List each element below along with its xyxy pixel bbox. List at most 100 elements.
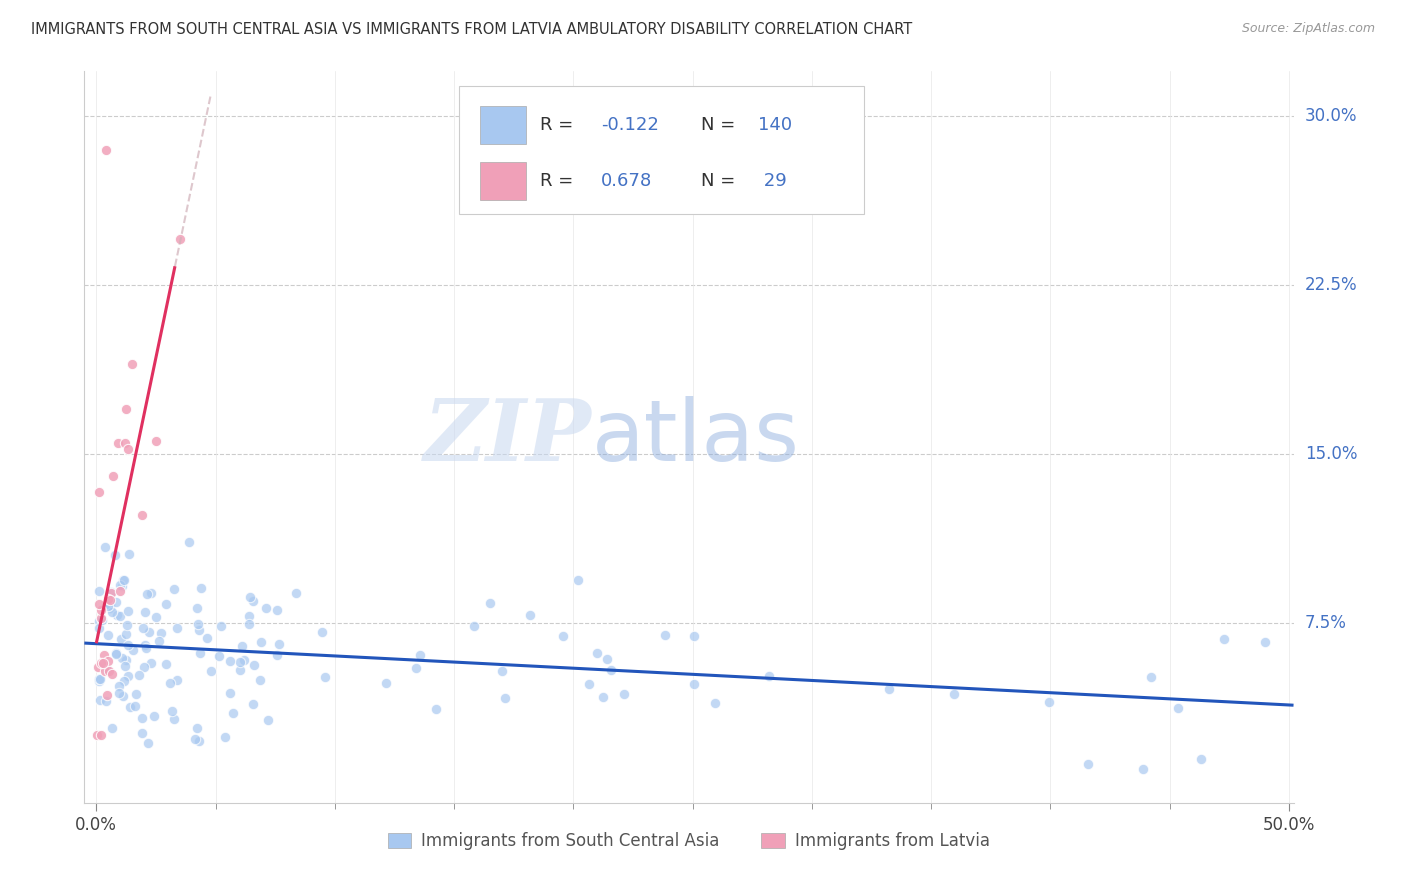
Point: [1189, 752, 1212, 766]
Point: [267, 637, 290, 651]
Point: [89, 672, 111, 686]
Point: [90, 728, 112, 742]
Text: 0.678: 0.678: [600, 172, 652, 190]
Point: [567, 573, 589, 587]
Point: [150, 626, 173, 640]
Point: [190, 581, 212, 595]
Point: [117, 668, 139, 682]
Point: [90, 657, 112, 671]
Point: [112, 573, 135, 587]
FancyBboxPatch shape: [460, 86, 865, 214]
Point: [155, 657, 177, 672]
Point: [101, 666, 124, 681]
Point: [105, 595, 128, 609]
Text: ZIP: ZIP: [425, 395, 592, 479]
Point: [120, 699, 142, 714]
Point: [114, 435, 136, 450]
Text: atlas: atlas: [592, 395, 800, 479]
Point: [121, 643, 143, 657]
Point: [145, 434, 167, 449]
Point: [613, 687, 636, 701]
Point: [266, 648, 288, 662]
Point: [90, 610, 112, 624]
Point: [494, 691, 516, 706]
Point: [188, 734, 211, 748]
Point: [101, 469, 124, 483]
Point: [1212, 632, 1234, 646]
Point: [229, 664, 252, 678]
Text: 140: 140: [758, 116, 792, 134]
Point: [214, 730, 236, 744]
Text: N =: N =: [702, 116, 741, 134]
Point: [100, 584, 122, 599]
Point: [89, 485, 111, 500]
Point: [155, 597, 177, 611]
Point: [188, 624, 211, 638]
Point: [131, 508, 153, 523]
Point: [97, 599, 120, 614]
Point: [98, 600, 121, 615]
Point: [90, 603, 112, 617]
Point: [139, 586, 162, 600]
Point: [703, 696, 725, 710]
Point: [114, 401, 136, 416]
Point: [94, 143, 117, 157]
Point: [97, 654, 120, 668]
Point: [186, 601, 208, 615]
Point: [87, 659, 110, 673]
Point: [222, 706, 245, 720]
Point: [128, 668, 150, 682]
Point: [187, 616, 209, 631]
Point: [108, 578, 131, 592]
Point: [159, 675, 181, 690]
Text: 22.5%: 22.5%: [1305, 277, 1357, 294]
Point: [654, 628, 676, 642]
Legend: Immigrants from South Central Asia, Immigrants from Latvia: Immigrants from South Central Asia, Immi…: [381, 825, 997, 856]
Point: [87, 621, 110, 635]
Point: [551, 629, 574, 643]
Point: [877, 681, 900, 696]
Point: [195, 631, 218, 645]
Point: [238, 616, 260, 631]
Point: [478, 596, 501, 610]
Text: -0.122: -0.122: [600, 116, 658, 134]
Point: [98, 664, 121, 678]
Point: [163, 582, 186, 597]
Point: [519, 607, 541, 622]
Point: [89, 614, 111, 628]
Point: [148, 634, 170, 648]
Text: 30.0%: 30.0%: [1305, 107, 1357, 126]
Point: [425, 702, 447, 716]
Point: [1038, 695, 1060, 709]
Point: [134, 605, 156, 619]
Point: [208, 649, 231, 664]
Point: [1167, 701, 1189, 715]
Point: [117, 638, 139, 652]
Point: [124, 687, 146, 701]
Point: [101, 721, 124, 735]
Text: IMMIGRANTS FROM SOUTH CENTRAL ASIA VS IMMIGRANTS FROM LATVIA AMBULATORY DISABILI: IMMIGRANTS FROM SOUTH CENTRAL ASIA VS IM…: [31, 22, 912, 37]
Point: [131, 711, 153, 725]
Point: [491, 664, 513, 678]
Point: [111, 579, 134, 593]
Point: [138, 625, 160, 640]
Point: [249, 635, 271, 649]
Point: [104, 647, 127, 661]
Point: [145, 610, 167, 624]
Point: [188, 646, 211, 660]
Point: [97, 592, 120, 607]
Point: [115, 652, 138, 666]
Point: [110, 632, 132, 646]
Point: [374, 676, 396, 690]
Point: [163, 712, 186, 726]
Point: [683, 629, 706, 643]
Point: [136, 587, 159, 601]
Point: [94, 664, 117, 678]
Point: [136, 736, 159, 750]
Point: [141, 656, 163, 670]
Point: [408, 648, 430, 662]
Point: [238, 608, 260, 623]
Text: R =: R =: [540, 172, 579, 190]
Point: [132, 660, 155, 674]
Point: [592, 690, 614, 704]
